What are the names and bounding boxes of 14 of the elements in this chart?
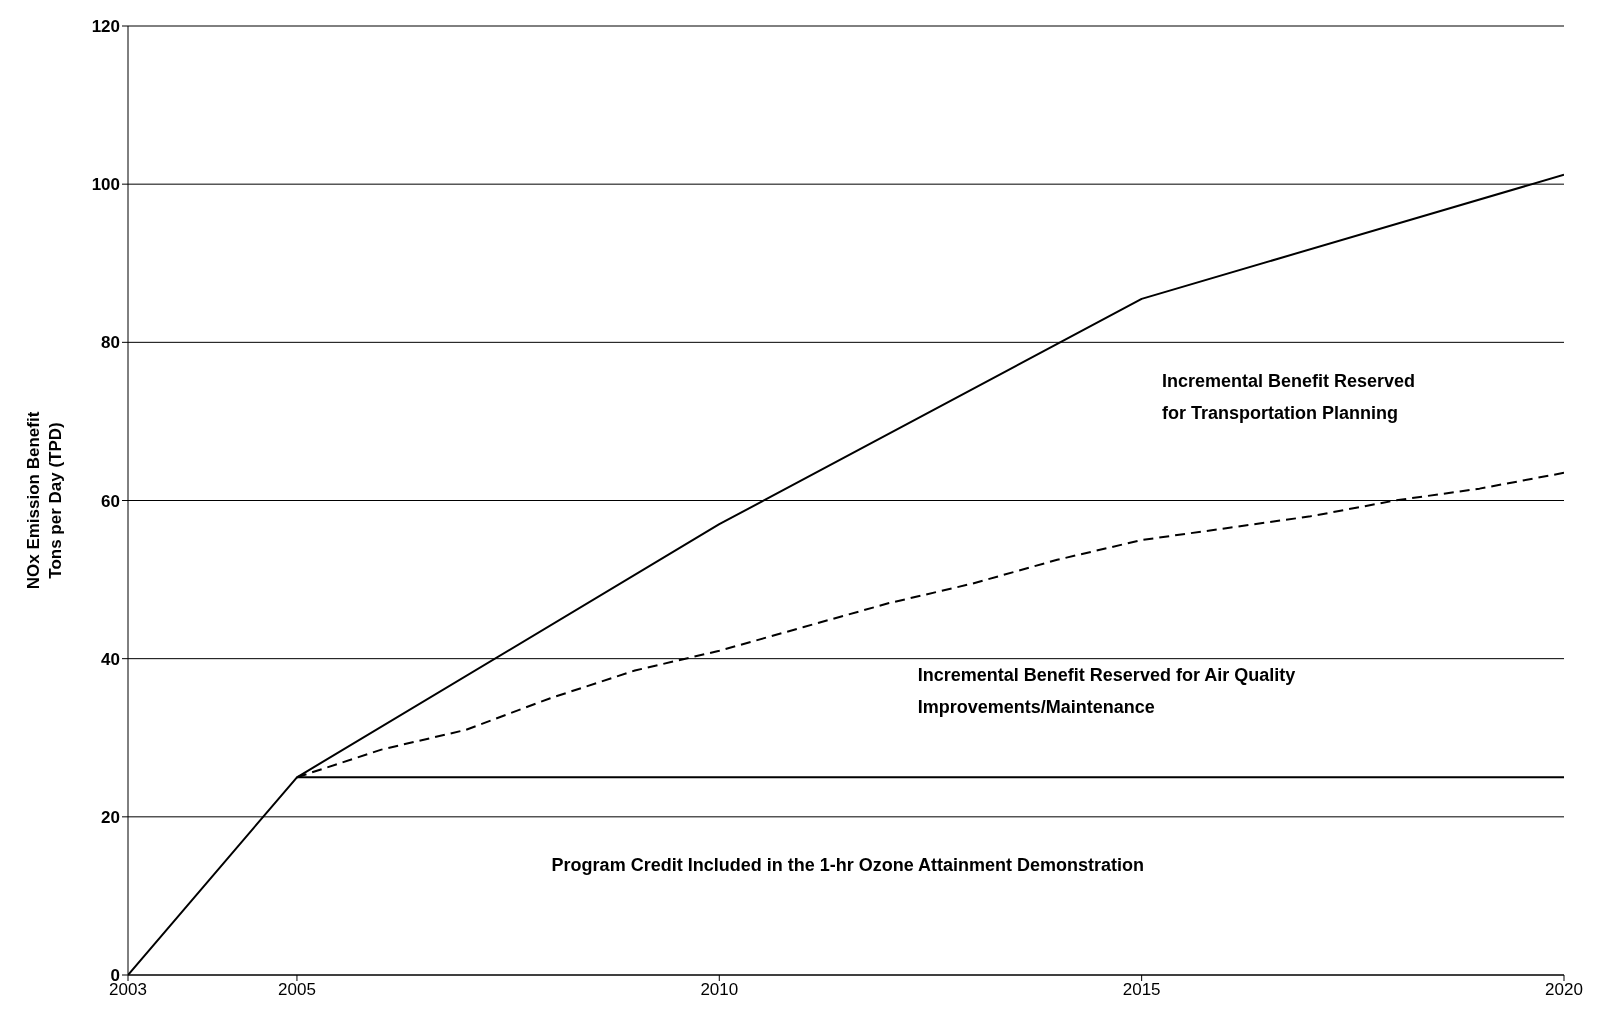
x-tick-label: 2005 <box>278 980 316 1000</box>
annotation: Program Credit Included in the 1-hr Ozone Attainment Demonstration <box>551 854 1145 875</box>
y-tick-label: 100 <box>91 175 120 195</box>
x-tick-label: 2020 <box>1545 980 1583 1000</box>
y-tick-label: 40 <box>101 649 120 669</box>
y-axis-title: NOx Emission Benefit Tons per Day (TPD) <box>24 411 65 590</box>
y-tick-label: 120 <box>91 17 120 37</box>
y-tick-label: 20 <box>101 807 120 827</box>
annotation: Incremental Benefit Reserved for Air Quality Improvements/Maintenance <box>917 664 1296 717</box>
y-tick-label: 60 <box>101 491 120 511</box>
x-tick-label: 2015 <box>1122 980 1161 1000</box>
y-tick-label: 80 <box>101 333 120 353</box>
x-tick-label: 2010 <box>700 980 739 1000</box>
annotation: Incremental Benefit Reserved for Transportation Planning <box>1161 370 1416 423</box>
